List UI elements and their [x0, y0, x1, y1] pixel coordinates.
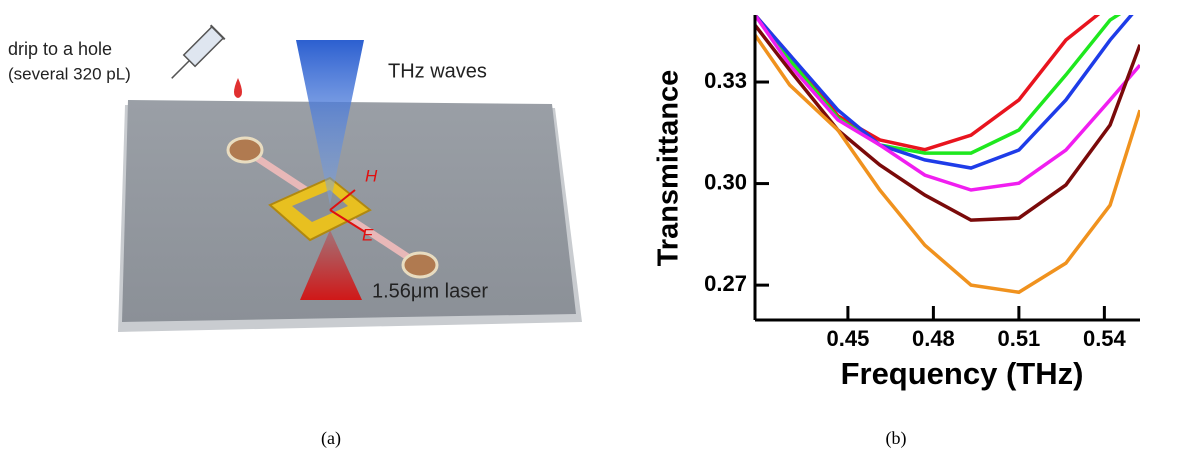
x-tick-label: 0.48 [912, 326, 955, 351]
caption: (a) [321, 428, 341, 449]
x-tick-label: 0.54 [1083, 326, 1127, 351]
series-group [755, 0, 1140, 292]
label: drip to a hole [8, 39, 112, 59]
x-tick-label: 0.45 [826, 326, 869, 351]
label: 1.56μm laser [372, 280, 488, 302]
label: THz waves [388, 60, 487, 82]
hole [403, 253, 437, 277]
diagram: drip to a hole (several 320 pL) THz wave… [8, 25, 582, 332]
x-tick-label: 0.51 [997, 326, 1040, 351]
syringe [165, 25, 225, 85]
figure: drip to a hole (several 320 pL) THz wave… [0, 0, 1203, 454]
y-tick-label: 0.27 [704, 271, 747, 296]
y-tick-label: 0.30 [704, 169, 747, 194]
plot: 0.27 0.30 0.33 0.45 0.48 0.51 0.54 [704, 0, 1140, 351]
x-axis-label: Frequency (THz) [841, 356, 1084, 391]
y-axis-label: Transmittance [653, 70, 685, 267]
label: (several 320 pL) [8, 64, 131, 83]
drop [234, 78, 242, 98]
label: H [365, 166, 378, 185]
label: E [362, 225, 374, 244]
y-tick-label: 0.33 [704, 68, 747, 93]
caption: (b) [886, 428, 907, 449]
hole [228, 138, 262, 162]
